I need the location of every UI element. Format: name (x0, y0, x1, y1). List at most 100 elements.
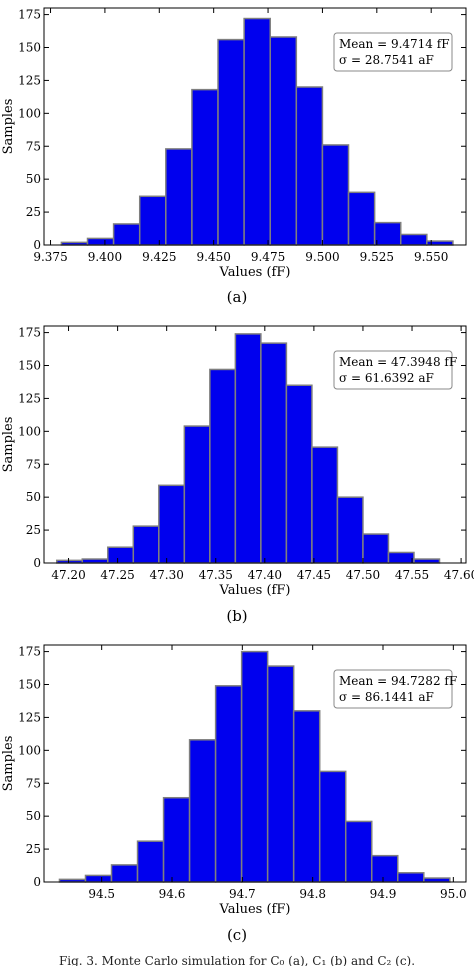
bar-14 (413, 558, 441, 564)
x-tick-label-4: 47.40 (248, 568, 282, 582)
y-tick-label-7: 175 (18, 326, 41, 340)
bar-4 (162, 796, 191, 883)
x-tick-label-2: 94.7 (229, 887, 256, 901)
x-tick-label-7: 9.550 (414, 250, 448, 264)
bar-3 (132, 525, 160, 564)
bar-3 (136, 840, 165, 883)
bar-12 (373, 221, 402, 246)
bar-5 (188, 739, 217, 883)
y-tick-label-6: 150 (18, 359, 41, 373)
y-tick-label-1: 25 (26, 205, 41, 219)
y-tick-label-3: 75 (26, 457, 41, 471)
x-axis-label: Values (fF) (219, 265, 291, 280)
bar-9 (285, 384, 313, 564)
bar-13 (397, 872, 425, 883)
y-tick-label-3: 75 (26, 139, 41, 153)
bar-12 (371, 854, 399, 883)
x-tick-label-4: 9.475 (251, 250, 285, 264)
y-axis: 0 25 50 75 100 125 150 175 (18, 8, 466, 252)
x-tick-label-1: 9.400 (88, 250, 122, 264)
bar-2 (107, 546, 135, 564)
plot-frame (43, 325, 467, 564)
bar-5 (183, 425, 211, 564)
x-tick-label-8: 47.60 (444, 568, 474, 582)
y-tick-label-2: 50 (26, 809, 41, 823)
bar-6 (209, 368, 237, 564)
bar-3 (138, 195, 167, 246)
annotation-line-0: Mean = 47.3948 fF (339, 355, 457, 369)
bar-7 (240, 650, 269, 883)
x-tick-label-3: 9.450 (196, 250, 230, 264)
bar-5 (191, 88, 219, 246)
y-axis: 0 25 50 75 100 125 150 175 (18, 326, 466, 570)
bar-11 (344, 820, 373, 883)
x-axis: 94.5 94.6 94.7 94.8 94.9 95.0 (88, 645, 467, 901)
y-tick-label-2: 50 (26, 172, 41, 186)
annotation-line-1: σ = 61.6392 aF (339, 371, 434, 385)
x-axis-label: Values (fF) (219, 902, 291, 917)
panel-a: 0 25 50 75 100 125 150 175 9.375 9.400 9.425 9.450 9… (0, 0, 474, 310)
y-tick-label-7: 175 (18, 8, 41, 22)
y-tick-label-5: 125 (18, 73, 41, 87)
bar-9 (292, 710, 321, 883)
panel-a-caption: (a) (226, 288, 248, 306)
x-tick-label-6: 47.50 (346, 568, 380, 582)
y-tick-label-6: 150 (18, 41, 41, 55)
y-tick-label-6: 150 (18, 678, 41, 692)
annotation-line-0: Mean = 94.7282 fF (339, 674, 457, 688)
x-tick-label-0: 9.375 (33, 250, 67, 264)
x-tick-label-6: 9.525 (360, 250, 394, 264)
x-tick-label-0: 47.20 (51, 568, 85, 582)
bar-10 (318, 770, 347, 883)
stats-annotation: Mean = 47.3948 fF σ = 61.6392 aF (333, 350, 457, 390)
x-axis: 9.375 9.400 9.425 9.450 9.475 9.500 9.525 9.550 (33, 8, 448, 264)
stats-annotation: Mean = 9.4714 fF σ = 28.7541 aF (333, 32, 453, 72)
y-tick-label-4: 100 (18, 743, 41, 757)
panel-b: 0 25 50 75 100 125 150 175 47.20 47.25 47.30 47.35 4… (0, 318, 474, 628)
bar-13 (387, 551, 415, 564)
bar-8 (260, 342, 288, 564)
bar-4 (158, 484, 186, 564)
bar-1 (81, 558, 109, 564)
y-tick-label-0: 0 (33, 238, 41, 252)
x-tick-label-4: 94.9 (370, 887, 397, 901)
y-tick-label-1: 25 (26, 842, 41, 856)
annotation-line-0: Mean = 9.4714 fF (339, 37, 450, 51)
y-axis-label: Samples (1, 736, 16, 792)
annotation-line-1: σ = 28.7541 aF (339, 53, 434, 67)
bar-8 (266, 665, 295, 883)
annotation-box (333, 350, 453, 390)
x-tick-label-1: 47.25 (100, 568, 134, 582)
bar-13 (399, 233, 428, 246)
x-tick-label-5: 95.0 (440, 887, 467, 901)
y-axis-label: Samples (1, 417, 16, 473)
x-tick-label-0: 94.5 (88, 887, 115, 901)
figure-caption: Fig. 3. Monte Carlo simulation for C₀ (a… (58, 954, 416, 966)
bar-12 (362, 533, 390, 564)
bar-9 (295, 86, 324, 246)
panel-c-caption: (c) (226, 926, 248, 944)
y-tick-label-7: 175 (18, 645, 41, 659)
bars (60, 17, 454, 246)
bar-1 (86, 237, 115, 246)
bar-2 (110, 864, 139, 883)
bar-7 (234, 333, 262, 564)
x-tick-label-2: 47.30 (149, 568, 183, 582)
bar-10 (321, 144, 350, 246)
bar-11 (347, 191, 376, 246)
plot-frame (43, 644, 467, 883)
panel-c: 0 25 50 75 100 125 150 175 94.5 94.6 94.7 94.8 94.9 9… (0, 637, 474, 947)
x-tick-label-3: 47.35 (199, 568, 233, 582)
annotation-line-1: σ = 86.1441 aF (339, 690, 434, 704)
x-tick-label-5: 47.45 (297, 568, 331, 582)
y-tick-label-0: 0 (33, 875, 41, 889)
plot-frame (43, 7, 467, 246)
x-tick-label-5: 9.500 (305, 250, 339, 264)
y-tick-label-1: 25 (26, 523, 41, 537)
x-axis-label: Values (fF) (219, 583, 291, 598)
panel-b-caption: (b) (226, 607, 248, 625)
annotation-box (333, 669, 453, 709)
x-tick-label-7: 47.55 (395, 568, 429, 582)
y-axis-label: Samples (1, 99, 16, 155)
